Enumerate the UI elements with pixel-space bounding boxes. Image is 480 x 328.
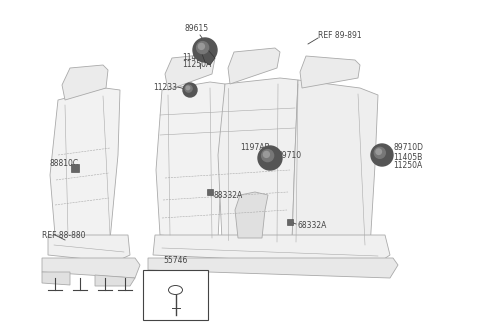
Circle shape: [185, 85, 192, 92]
Text: 11405B: 11405B: [393, 154, 422, 162]
Polygon shape: [42, 272, 70, 285]
Circle shape: [197, 42, 209, 53]
Bar: [71, 164, 79, 172]
Text: 89710D: 89710D: [393, 144, 423, 153]
Polygon shape: [300, 56, 360, 88]
Circle shape: [258, 146, 282, 170]
Polygon shape: [95, 275, 135, 286]
Circle shape: [186, 86, 190, 90]
Text: REF 88-880: REF 88-880: [42, 231, 85, 239]
Text: 68332A: 68332A: [298, 220, 327, 230]
Polygon shape: [50, 88, 120, 240]
Polygon shape: [62, 65, 108, 100]
Text: 11233: 11233: [153, 83, 177, 92]
Circle shape: [376, 149, 382, 154]
Bar: [287, 219, 293, 225]
Circle shape: [262, 150, 274, 162]
Text: 89710: 89710: [278, 151, 302, 159]
Circle shape: [371, 144, 393, 166]
Polygon shape: [156, 82, 225, 240]
Polygon shape: [228, 48, 280, 84]
Circle shape: [198, 43, 204, 50]
Polygon shape: [42, 258, 140, 278]
Text: 11250A: 11250A: [182, 60, 212, 69]
Circle shape: [193, 38, 217, 62]
Polygon shape: [48, 235, 130, 262]
Text: 11250A: 11250A: [393, 160, 422, 170]
Text: 88332A: 88332A: [214, 192, 243, 200]
Polygon shape: [200, 48, 215, 65]
Bar: [207, 189, 213, 195]
Text: 11405B: 11405B: [182, 53, 212, 62]
Text: REF 89-891: REF 89-891: [318, 31, 361, 40]
Polygon shape: [235, 192, 268, 238]
Text: 89615: 89615: [185, 24, 209, 33]
Polygon shape: [153, 235, 390, 265]
Circle shape: [183, 83, 197, 97]
Circle shape: [264, 152, 269, 157]
Circle shape: [374, 147, 385, 158]
Polygon shape: [292, 80, 378, 248]
Text: 88810C: 88810C: [50, 158, 79, 168]
Text: 1197AB: 1197AB: [240, 144, 270, 153]
Text: 55746: 55746: [164, 256, 188, 265]
Polygon shape: [148, 258, 398, 278]
Polygon shape: [218, 78, 298, 242]
Bar: [143, 270, 208, 320]
Polygon shape: [165, 54, 215, 90]
